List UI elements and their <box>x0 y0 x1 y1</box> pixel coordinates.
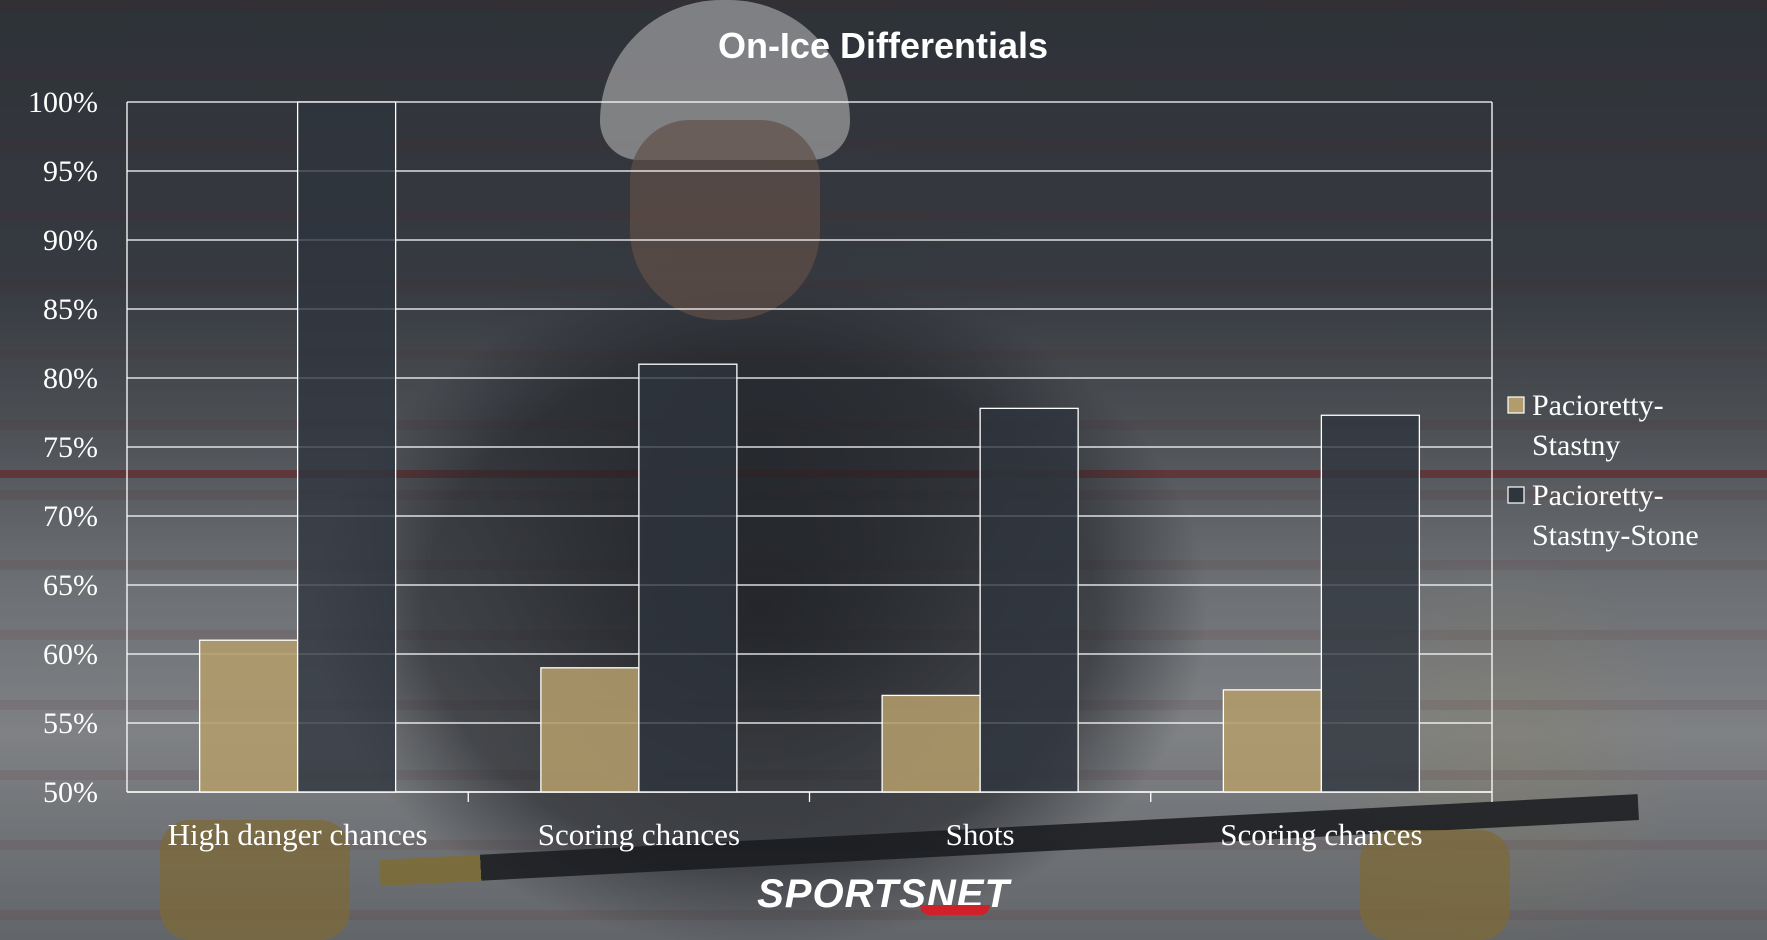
y-tick-label: 70% <box>43 500 98 533</box>
x-tick-label: High danger chances <box>168 817 428 852</box>
left-glove <box>160 820 350 940</box>
x-tick-label: Shots <box>946 817 1015 852</box>
bar-pacioretty-stastny-1 <box>540 667 640 793</box>
y-tick-label: 50% <box>43 776 98 809</box>
x-tick-label: Scoring chances <box>1220 817 1422 852</box>
x-tick-label: Scoring chances <box>538 817 740 852</box>
y-tick-label: 90% <box>43 224 98 257</box>
legend-label-0: Pacioretty-Stastny <box>1532 389 1664 462</box>
bar-pacioretty-stastny-stone-3 <box>1320 414 1421 793</box>
bar-pacioretty-stastny-stone-0 <box>296 101 397 793</box>
bar-pacioretty-stastny-2 <box>881 694 981 793</box>
legend-swatch-1 <box>1507 486 1525 504</box>
bar-pacioretty-stastny-stone-2 <box>979 407 1079 793</box>
legend-label-1: Pacioretty-Stastny-Stone <box>1532 479 1699 552</box>
chart-title: On-Ice Differentials <box>718 25 1048 66</box>
y-tick-label: 75% <box>43 431 98 464</box>
sportsnet-logo-swoosh <box>920 905 990 915</box>
y-axis-ticks: 50% 55% 60% 65% 70% 75% 80% 85% 90% 95% 100% <box>28 86 98 809</box>
right-glove <box>1360 830 1510 940</box>
y-tick-label: 85% <box>43 293 98 326</box>
bars <box>198 101 1421 793</box>
y-tick-label: 65% <box>43 569 98 602</box>
sportsnet-logo: SPORTSNET <box>757 872 1010 916</box>
y-tick-label: 95% <box>43 155 98 188</box>
y-tick-label: 80% <box>43 362 98 395</box>
bar-pacioretty-stastny-stone-1 <box>638 363 738 793</box>
player-face <box>630 120 820 320</box>
y-tick-label: 100% <box>28 86 98 119</box>
legend: Pacioretty-Stastny Pacioretty-Stastny-Sto… <box>1507 389 1699 552</box>
y-tick-label: 60% <box>43 638 98 671</box>
x-axis-ticks: High danger chances Scoring chances Shots S… <box>168 792 1493 852</box>
y-tick-label: 55% <box>43 707 98 740</box>
legend-swatch-0 <box>1507 396 1525 414</box>
bar-pacioretty-stastny-3 <box>1222 689 1323 793</box>
bar-pacioretty-stastny-0 <box>198 639 299 793</box>
